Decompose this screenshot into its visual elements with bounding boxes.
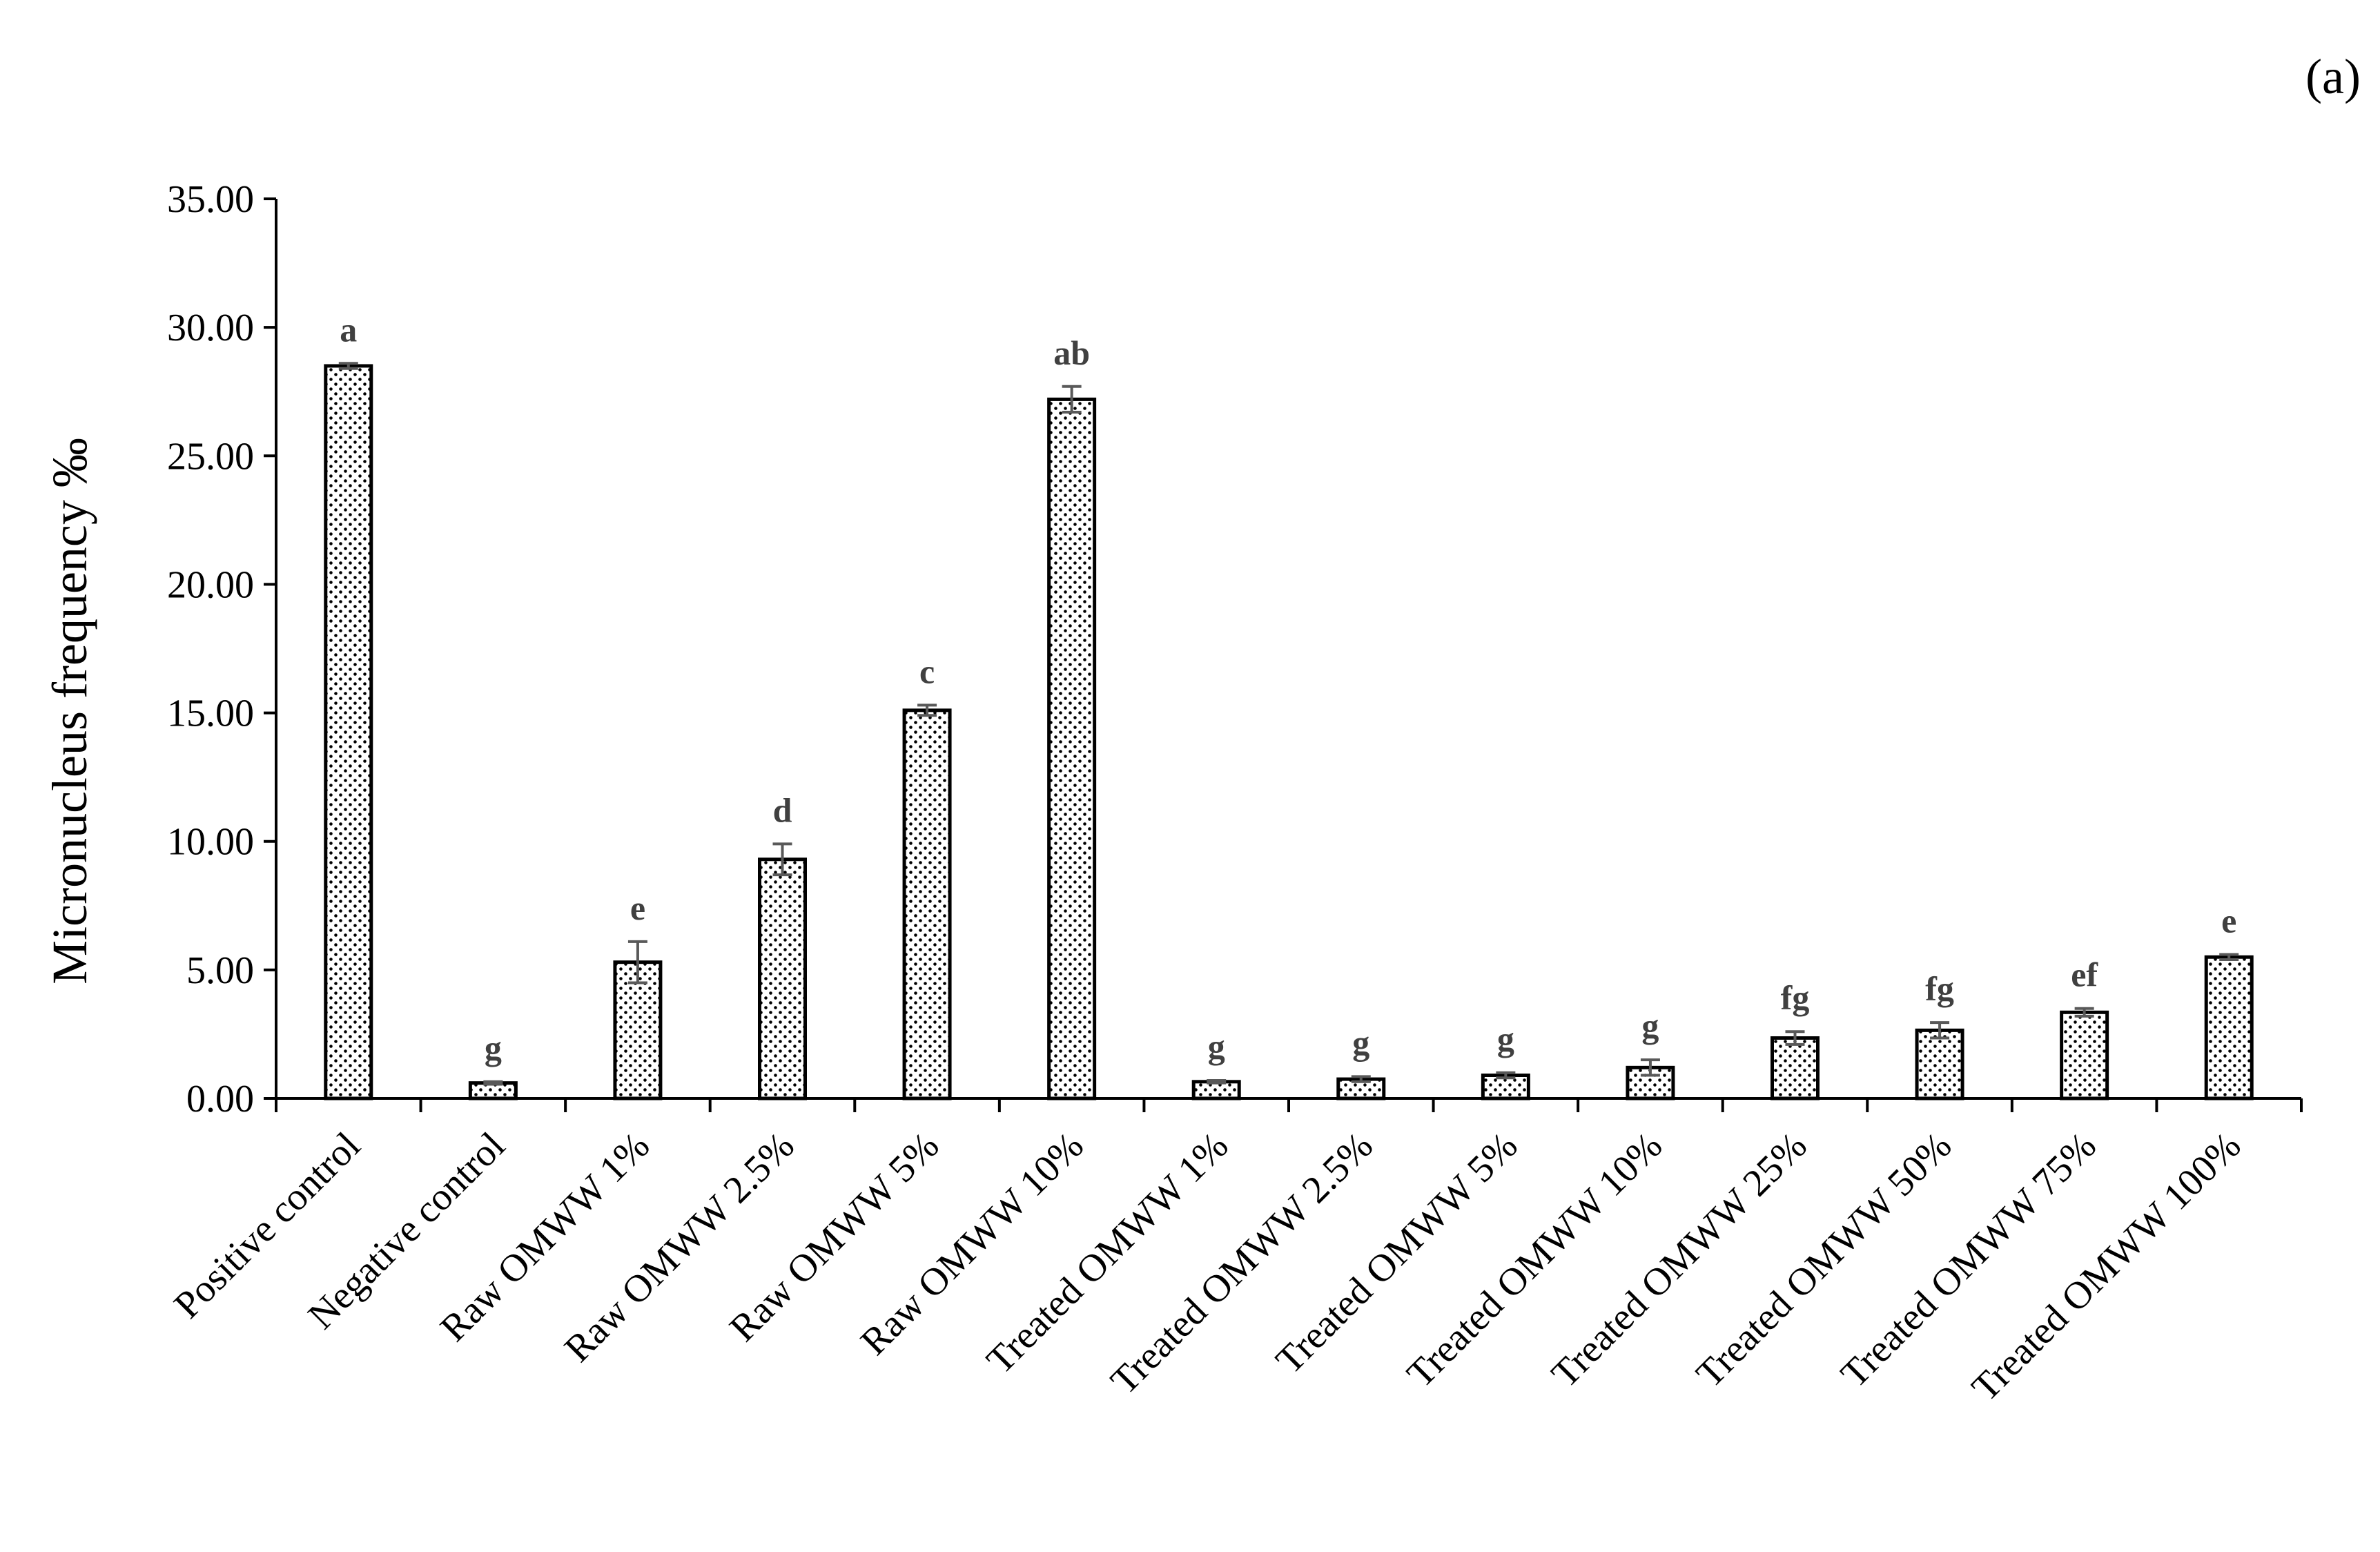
significance-letter: g bbox=[1641, 1007, 1659, 1045]
significance-letter: g bbox=[485, 1029, 502, 1067]
significance-letter: ab bbox=[1053, 333, 1090, 372]
error-bar bbox=[1930, 1021, 1950, 1040]
significance-letter: e bbox=[2221, 902, 2236, 940]
error-bar bbox=[1640, 1058, 1660, 1077]
x-axis bbox=[275, 1097, 2303, 1112]
error-bar bbox=[1351, 1075, 1371, 1083]
error-bar bbox=[338, 362, 358, 370]
significance-letter: e bbox=[630, 889, 645, 927]
significance-letter: a bbox=[340, 310, 357, 349]
category-label: Treated OMWW 100% bbox=[1964, 1124, 2249, 1409]
y-axis: 0.00 5.00 10.00 15.00 20.00 25.00 30.00 35.00 bbox=[167, 178, 277, 1121]
panel-label: (a) bbox=[2305, 49, 2361, 104]
significance-labels: a g e d c ab g g g g fg fg ef e bbox=[340, 310, 2236, 1067]
significance-letter: fg bbox=[1781, 978, 1810, 1017]
y-tick-label: 20.00 bbox=[167, 563, 254, 606]
error-bar bbox=[1496, 1071, 1516, 1080]
bar bbox=[1047, 397, 1097, 1100]
significance-letter: d bbox=[773, 790, 792, 829]
error-bar bbox=[2074, 1007, 2094, 1018]
error-bars bbox=[338, 362, 2239, 1086]
y-tick-label: 0.00 bbox=[186, 1078, 254, 1121]
category-label: Treated OMWW 75% bbox=[1833, 1124, 2105, 1396]
error-bar bbox=[1785, 1030, 1805, 1046]
category-label: Treated OMWW 2.5% bbox=[1103, 1124, 1381, 1402]
error-bar bbox=[1062, 385, 1082, 414]
bar bbox=[2204, 955, 2254, 1100]
bar bbox=[2060, 1010, 2109, 1100]
bar bbox=[1915, 1028, 1964, 1100]
category-label: Treated OMWW 5% bbox=[1268, 1124, 1526, 1382]
bar bbox=[902, 708, 952, 1100]
error-bar bbox=[483, 1080, 503, 1086]
y-tick-label: 25.00 bbox=[167, 435, 254, 478]
y-tick-label: 35.00 bbox=[167, 178, 254, 221]
y-axis-title: Micronucleus frequency ‰ bbox=[42, 438, 97, 984]
category-label: Treated OMWW 10% bbox=[1399, 1124, 1671, 1396]
significance-letter: c bbox=[919, 652, 935, 690]
bar bbox=[1771, 1036, 1820, 1100]
significance-letter: ef bbox=[2071, 956, 2098, 994]
error-bar bbox=[2219, 953, 2239, 961]
category-label: Treated OMWW 1% bbox=[979, 1124, 1237, 1382]
bar bbox=[1191, 1080, 1241, 1100]
y-tick-label: 10.00 bbox=[167, 821, 254, 864]
significance-letter: fg bbox=[1925, 969, 1954, 1008]
significance-letter: g bbox=[1497, 1020, 1514, 1058]
y-tick-label: 5.00 bbox=[186, 949, 254, 992]
error-bar bbox=[772, 842, 792, 877]
bars bbox=[324, 364, 2254, 1100]
category-label: Treated OMWW 50% bbox=[1688, 1124, 1960, 1396]
error-bar bbox=[627, 940, 647, 984]
significance-letter: g bbox=[1352, 1023, 1369, 1062]
error-bar bbox=[917, 704, 937, 717]
error-bar bbox=[1207, 1078, 1227, 1085]
category-label: Treated OMWW 25% bbox=[1543, 1124, 1815, 1396]
bar bbox=[324, 364, 373, 1100]
y-tick-label: 15.00 bbox=[167, 692, 254, 735]
bar bbox=[758, 857, 807, 1100]
y-tick-label: 30.00 bbox=[167, 307, 254, 349]
significance-letter: g bbox=[1208, 1027, 1225, 1066]
bar bbox=[613, 960, 663, 1100]
